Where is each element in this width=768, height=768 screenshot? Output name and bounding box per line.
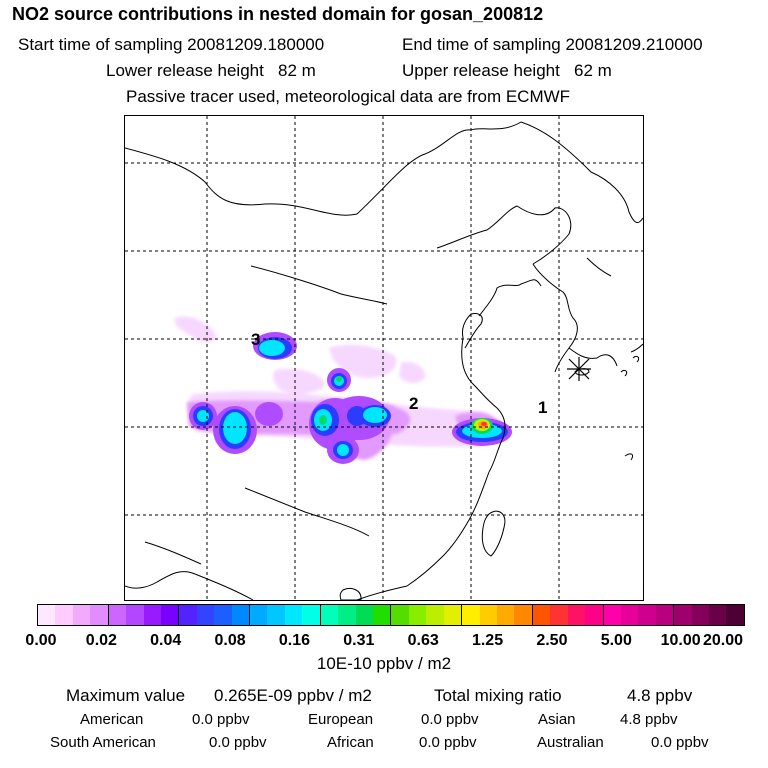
total-mixing-ratio-label: Total mixing ratio <box>434 686 562 705</box>
region-value: 0.0 ppbv <box>421 711 479 728</box>
color-swatch <box>709 605 727 625</box>
color-swatch <box>72 605 91 625</box>
scale-tick-label: 0.63 <box>407 632 439 649</box>
region-name: Asian <box>538 711 576 728</box>
region-value: 4.8 ppbv <box>620 711 678 728</box>
color-swatch <box>196 605 215 625</box>
coastlines <box>125 121 643 600</box>
color-swatch <box>231 605 251 625</box>
color-swatch <box>532 605 551 625</box>
color-swatch <box>620 605 639 625</box>
start-time-label: Start time of sampling 20081209.180000 <box>18 35 325 54</box>
color-scale <box>37 604 745 626</box>
color-swatch <box>479 605 497 625</box>
color-swatch <box>567 605 586 625</box>
color-swatch <box>338 605 356 625</box>
color-swatch <box>443 605 463 625</box>
plume-hotspot <box>319 376 493 434</box>
color-swatch <box>143 605 161 625</box>
region-name: American <box>80 711 144 728</box>
max-value-label: Maximum value <box>66 686 186 705</box>
color-swatch <box>284 605 303 625</box>
region-name: South American <box>50 734 156 751</box>
scale-tick-label: 1.25 <box>471 632 504 649</box>
receptor-star-icon <box>567 357 591 381</box>
color-swatch <box>655 605 675 625</box>
color-swatch <box>267 605 285 625</box>
color-swatch <box>603 605 621 625</box>
color-swatch <box>674 605 692 625</box>
upper-release-height: Upper release height 62 m <box>402 61 612 80</box>
scale-tick-label: 5.00 <box>600 632 632 649</box>
color-swatch <box>250 605 268 625</box>
scale-tick-label: 0.02 <box>85 632 117 649</box>
color-swatch <box>320 605 339 625</box>
color-swatch <box>38 605 56 625</box>
graticule <box>125 116 643 600</box>
color-swatch <box>408 605 427 625</box>
color-swatch <box>373 605 392 625</box>
color-swatch <box>550 605 568 625</box>
hainan-island <box>339 587 362 600</box>
max-value: 0.265E-09 ppbv / m2 <box>214 686 372 705</box>
tracer-note: Passive tracer used, meteorological data… <box>126 87 571 106</box>
map-canvas <box>125 116 643 600</box>
taiwan-island <box>481 510 506 557</box>
total-mixing-ratio-value: 4.8 ppbv <box>627 686 693 705</box>
end-time-label: End time of sampling 20081209.210000 <box>402 35 703 54</box>
color-swatch <box>691 605 710 625</box>
region-value: 0.0 ppbv <box>651 734 709 751</box>
units-label: 10E-10 ppbv / m2 <box>316 654 452 673</box>
lower-release-height: Lower release height 82 m <box>106 61 316 80</box>
color-swatch <box>160 605 180 625</box>
color-swatch <box>585 605 604 625</box>
region-name: Australian <box>537 734 604 751</box>
scale-tick-label: 0.31 <box>343 632 375 649</box>
color-swatch <box>302 605 321 625</box>
scale-tick-label: 0.08 <box>214 632 246 649</box>
color-swatch <box>391 605 409 625</box>
color-swatch <box>638 605 656 625</box>
scale-tick-label: 0.16 <box>278 632 311 649</box>
region-value: 0.0 ppbv <box>209 734 267 751</box>
color-swatch <box>355 605 374 625</box>
color-swatch <box>179 605 197 625</box>
color-swatch <box>90 605 109 625</box>
color-swatch <box>214 605 232 625</box>
source-label-2: 2 <box>409 394 419 413</box>
scale-tick-label: 0.00 <box>25 632 57 649</box>
scale-tick-label: 10.00 <box>660 632 701 649</box>
source-label-3: 3 <box>251 330 261 349</box>
color-swatch <box>426 605 444 625</box>
scale-tick-label: 20.00 <box>702 632 744 649</box>
scale-tick-label: 0.04 <box>150 632 182 649</box>
region-value: 0.0 ppbv <box>192 711 250 728</box>
source-label-1: 1 <box>538 398 548 417</box>
color-swatch <box>55 605 73 625</box>
plume-cyan <box>197 340 502 456</box>
color-swatch <box>462 605 480 625</box>
region-name: African <box>327 734 374 751</box>
scale-tick-label: 2.50 <box>536 632 568 649</box>
color-swatch <box>126 605 144 625</box>
color-swatch <box>496 605 515 625</box>
color-swatch <box>108 605 127 625</box>
region-name: European <box>308 711 374 728</box>
region-value: 0.0 ppbv <box>419 734 477 751</box>
color-swatch <box>514 605 533 625</box>
map-title: NO2 source contributions in nested domai… <box>12 4 544 24</box>
map-panel <box>124 115 644 601</box>
color-swatch <box>726 605 744 625</box>
